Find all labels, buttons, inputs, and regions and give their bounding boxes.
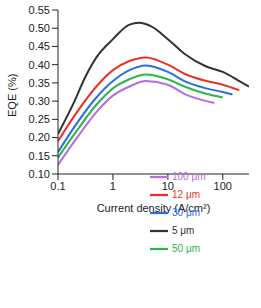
svg-text:100: 100 <box>214 180 232 192</box>
svg-text:0.45: 0.45 <box>29 40 50 52</box>
svg-text:Current density (A/cm²): Current density (A/cm²) <box>97 202 211 214</box>
svg-text:0.1: 0.1 <box>50 180 65 192</box>
svg-text:0.15: 0.15 <box>29 150 50 162</box>
svg-text:0.50: 0.50 <box>29 22 50 34</box>
svg-text:10: 10 <box>162 180 174 192</box>
svg-text:0.55: 0.55 <box>29 4 50 16</box>
svg-text:EQE (%): EQE (%) <box>8 74 18 117</box>
svg-text:0.25: 0.25 <box>29 113 50 125</box>
svg-text:0.20: 0.20 <box>29 131 50 143</box>
svg-text:0.40: 0.40 <box>29 59 50 71</box>
svg-text:0.30: 0.30 <box>29 95 50 107</box>
svg-text:0.10: 0.10 <box>29 168 50 180</box>
svg-text:1: 1 <box>110 180 116 192</box>
svg-text:0.35: 0.35 <box>29 77 50 89</box>
